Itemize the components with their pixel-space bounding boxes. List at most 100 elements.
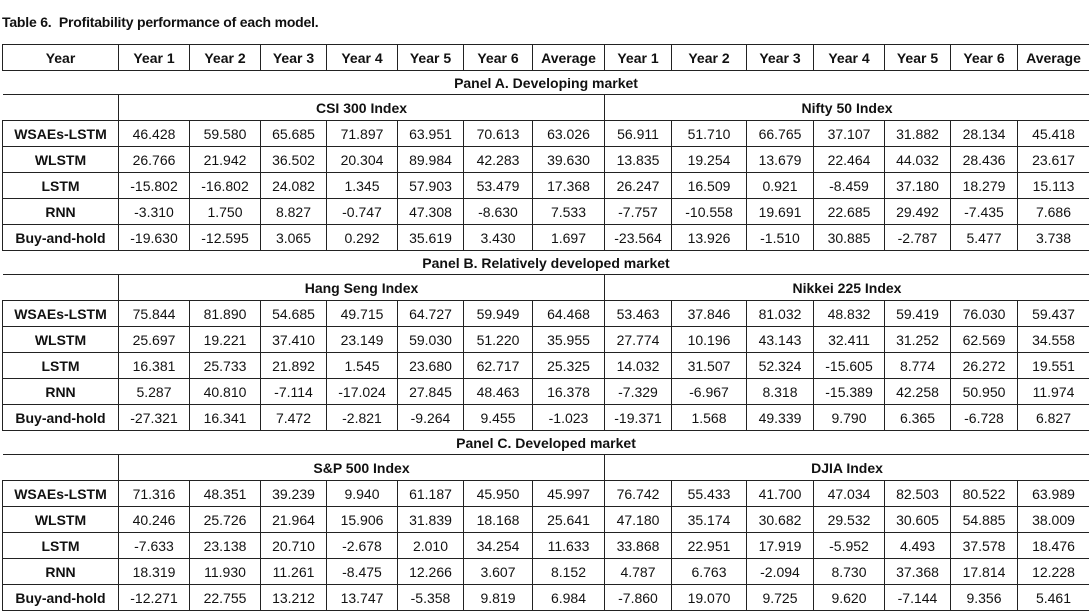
value-cell: 22.685 [814, 199, 885, 225]
model-name: WLSTM [3, 507, 119, 533]
value-cell: 1.568 [672, 405, 747, 431]
value-cell: -7.757 [605, 199, 672, 225]
model-name: Buy-and-hold [3, 585, 119, 611]
value-cell: 89.984 [398, 147, 464, 173]
model-name: WSAEs-LSTM [3, 481, 119, 507]
header-cell: Year 6 [464, 45, 533, 71]
value-cell: -2.678 [327, 533, 398, 559]
model-name: WLSTM [3, 327, 119, 353]
value-cell: -2.821 [327, 405, 398, 431]
value-cell: 18.279 [951, 173, 1018, 199]
value-cell: 40.810 [190, 379, 261, 405]
value-cell: 41.700 [747, 481, 814, 507]
value-cell: 31.882 [885, 121, 951, 147]
value-cell: 62.717 [464, 353, 533, 379]
value-cell: 76.742 [605, 481, 672, 507]
value-cell: 70.613 [464, 121, 533, 147]
value-cell: 30.605 [885, 507, 951, 533]
value-cell: 54.885 [951, 507, 1018, 533]
value-cell: 13.747 [327, 585, 398, 611]
value-cell: 9.725 [747, 585, 814, 611]
value-cell: 1.697 [533, 225, 605, 251]
value-cell: -8.630 [464, 199, 533, 225]
panel-title-row: Panel C. Developed market [3, 431, 1089, 455]
value-cell: -10.558 [672, 199, 747, 225]
value-cell: 39.630 [533, 147, 605, 173]
value-cell: 16.378 [533, 379, 605, 405]
value-cell: 1.750 [190, 199, 261, 225]
value-cell: 37.846 [672, 301, 747, 327]
value-cell: 16.341 [190, 405, 261, 431]
left-index-name: S&P 500 Index [119, 455, 605, 481]
left-index-name: Hang Seng Index [119, 275, 605, 301]
header-cell: Year 5 [885, 45, 951, 71]
value-cell: 63.951 [398, 121, 464, 147]
value-cell: 45.997 [533, 481, 605, 507]
value-cell: 38.009 [1018, 507, 1089, 533]
value-cell: 51.220 [464, 327, 533, 353]
value-cell: 14.032 [605, 353, 672, 379]
value-cell: 9.790 [814, 405, 885, 431]
value-cell: 8.318 [747, 379, 814, 405]
value-cell: 71.897 [327, 121, 398, 147]
value-cell: 11.633 [533, 533, 605, 559]
value-cell: -2.787 [885, 225, 951, 251]
blank-cell [3, 275, 119, 301]
value-cell: -27.321 [119, 405, 190, 431]
value-cell: 13.679 [747, 147, 814, 173]
value-cell: 9.940 [327, 481, 398, 507]
value-cell: 51.710 [672, 121, 747, 147]
value-cell: 6.763 [672, 559, 747, 585]
value-cell: 31.507 [672, 353, 747, 379]
value-cell: 4.787 [605, 559, 672, 585]
value-cell: 22.951 [672, 533, 747, 559]
header-cell: Year 1 [605, 45, 672, 71]
value-cell: 11.261 [261, 559, 327, 585]
value-cell: 17.814 [951, 559, 1018, 585]
value-cell: 27.845 [398, 379, 464, 405]
header-year: Year [3, 45, 119, 71]
model-name: WSAEs-LSTM [3, 301, 119, 327]
value-cell: 12.266 [398, 559, 464, 585]
value-cell: -6.728 [951, 405, 1018, 431]
right-index-name: Nifty 50 Index [605, 95, 1089, 121]
value-cell: 32.411 [814, 327, 885, 353]
value-cell: 15.113 [1018, 173, 1089, 199]
blank-cell [3, 455, 119, 481]
value-cell: 27.774 [605, 327, 672, 353]
panel-title-row: Panel A. Developing market [3, 71, 1089, 95]
value-cell: -8.459 [814, 173, 885, 199]
value-cell: 7.686 [1018, 199, 1089, 225]
value-cell: 20.304 [327, 147, 398, 173]
value-cell: 18.168 [464, 507, 533, 533]
panel-title: Panel A. Developing market [3, 71, 1089, 95]
value-cell: 75.844 [119, 301, 190, 327]
value-cell: 18.319 [119, 559, 190, 585]
value-cell: 57.903 [398, 173, 464, 199]
value-cell: 49.339 [747, 405, 814, 431]
value-cell: -12.271 [119, 585, 190, 611]
value-cell: 19.221 [190, 327, 261, 353]
value-cell: 59.437 [1018, 301, 1089, 327]
value-cell: 26.247 [605, 173, 672, 199]
value-cell: 5.477 [951, 225, 1018, 251]
header-cell: Average [1018, 45, 1089, 71]
value-cell: 22.755 [190, 585, 261, 611]
value-cell: 9.455 [464, 405, 533, 431]
value-cell: -19.630 [119, 225, 190, 251]
value-cell: -15.389 [814, 379, 885, 405]
value-cell: -2.094 [747, 559, 814, 585]
model-name: WLSTM [3, 147, 119, 173]
value-cell: 42.258 [885, 379, 951, 405]
model-name: Buy-and-hold [3, 225, 119, 251]
